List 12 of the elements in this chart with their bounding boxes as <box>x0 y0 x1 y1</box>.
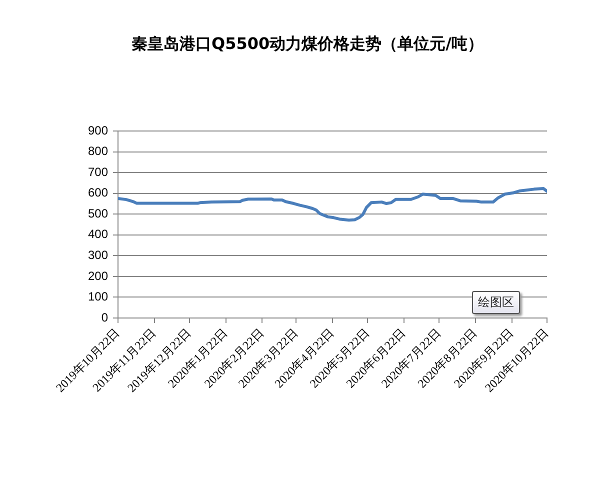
y-tick-label: 400 <box>88 227 108 242</box>
y-tick-label: 0 <box>101 310 108 324</box>
y-tick-label: 500 <box>88 206 108 220</box>
y-tick-label: 200 <box>88 268 108 283</box>
chart-title: 秦皇岛港口Q5500动力煤价格走势（单位元/吨） <box>132 34 484 54</box>
y-tick-label: 900 <box>88 123 108 138</box>
annotation: 绘图区 <box>472 291 520 314</box>
y-tick-label: 100 <box>88 290 108 304</box>
y-tick-label: 600 <box>88 186 108 200</box>
y-tick-label: 300 <box>88 248 108 262</box>
y-tick-label: 800 <box>88 144 108 158</box>
y-tick-label: 700 <box>88 164 108 179</box>
